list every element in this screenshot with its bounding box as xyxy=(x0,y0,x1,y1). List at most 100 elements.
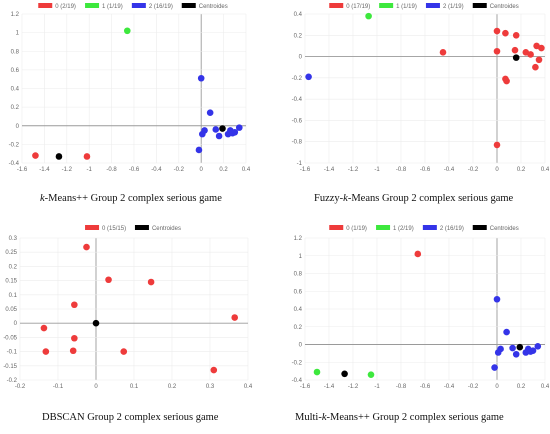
x-tick-label: -1 xyxy=(374,167,380,173)
x-tick-label: 0 xyxy=(94,384,98,390)
legend-item[interactable]: 0 (15/15) xyxy=(85,225,126,232)
legend-label: Centroides xyxy=(490,4,519,10)
caption-segment: k xyxy=(343,193,348,204)
legend-label: Centroides xyxy=(490,226,519,232)
legend-swatch xyxy=(85,225,100,230)
legend-item[interactable]: Centroides xyxy=(134,225,181,232)
legend-swatch xyxy=(131,3,146,8)
legend-item[interactable]: Centroides xyxy=(472,225,519,232)
x-tick-label: -0.6 xyxy=(420,384,431,390)
scatter-point xyxy=(40,324,48,332)
x-tick-label: -1.6 xyxy=(300,384,311,390)
scatter-point xyxy=(493,141,501,149)
scatter-point xyxy=(32,152,39,159)
scatter-point xyxy=(231,314,238,321)
y-tick-label: 0.3 xyxy=(9,236,18,242)
legend-item[interactable]: 2 (16/19) xyxy=(422,225,464,232)
x-tick-label: -1.4 xyxy=(39,167,50,173)
y-tick-label: -0.4 xyxy=(292,378,303,384)
scatter-point xyxy=(512,31,520,39)
x-tick-label: 0.4 xyxy=(541,384,550,390)
legend-swatch xyxy=(329,3,344,8)
x-tick-label: -1.2 xyxy=(348,167,359,173)
legend-item[interactable]: Centroides xyxy=(472,3,519,10)
scatter-point xyxy=(493,47,501,55)
scatter-point xyxy=(42,348,50,355)
scatter-point xyxy=(71,334,78,342)
legend-item[interactable]: 1 (1/19) xyxy=(85,3,123,10)
scatter-point xyxy=(71,301,78,309)
y-tick-label: -0.15 xyxy=(3,364,17,370)
y-tick-label: -0.2 xyxy=(9,142,20,148)
x-tick-label: 0.4 xyxy=(244,384,253,390)
y-tick-label: 0.6 xyxy=(11,68,20,74)
scatter-point xyxy=(512,350,520,358)
legend-label: Centroides xyxy=(199,4,228,10)
scatter-point xyxy=(210,366,218,374)
x-tick-label: -1.6 xyxy=(17,167,28,173)
scatter-point xyxy=(199,130,206,138)
legend-label: 1 (1/19) xyxy=(102,4,123,10)
centroid-point xyxy=(92,319,100,327)
legend-swatch xyxy=(472,3,487,8)
scatter-point xyxy=(509,344,516,352)
y-tick-label: 0.8 xyxy=(11,49,20,55)
y-tick-label: 0 xyxy=(299,55,303,61)
caption-segment: k xyxy=(321,412,327,423)
y-tick-label: -0.6 xyxy=(292,118,303,124)
legend-item[interactable]: 0 (1/19) xyxy=(329,225,367,232)
y-tick-label: 0.2 xyxy=(11,105,20,111)
y-tick-label: 1 xyxy=(16,31,20,37)
legend-item[interactable]: 2 (1/19) xyxy=(425,3,464,10)
caption-segment: Multi- xyxy=(295,412,322,423)
scatter-point xyxy=(503,77,510,85)
scatter-point xyxy=(534,342,542,350)
legend-item[interactable]: 1 (2/19) xyxy=(376,225,414,232)
y-tick-label: -0.2 xyxy=(7,378,18,384)
scatter-point xyxy=(527,348,534,355)
y-tick-label: -0.4 xyxy=(292,97,303,103)
y-tick-label: 0.2 xyxy=(294,33,303,39)
legend-item[interactable]: 1 (1/19) xyxy=(379,3,417,10)
dbscan-chart-panel: -0.2 -0.1 0 0.1 0.2 0.3 0.4 -0.2 -0.15 -0.1 -0.05 0… xyxy=(0,222,270,402)
scatter-point xyxy=(212,126,220,133)
y-tick-label: -0.2 xyxy=(292,76,303,82)
y-tick-label: 1 xyxy=(299,254,303,260)
legend-label: 1 (2/19) xyxy=(393,226,414,232)
scatter-point xyxy=(83,243,90,251)
legend-label: 2 (16/19) xyxy=(149,4,173,10)
legend-label: 1 (1/19) xyxy=(396,4,417,10)
scatter-point xyxy=(197,74,205,82)
x-tick-label: 0 xyxy=(200,167,204,173)
y-tick-label: 0 xyxy=(299,343,303,349)
x-tick-label: -0.4 xyxy=(444,384,455,390)
centroid-point xyxy=(512,54,520,61)
scatter-point xyxy=(491,364,498,371)
legend-swatch xyxy=(422,225,437,230)
y-tick-label: -0.2 xyxy=(292,360,303,366)
legend-item[interactable]: Centroides xyxy=(181,3,228,10)
y-tick-label: 0.4 xyxy=(294,307,303,313)
x-tick-label: -0.8 xyxy=(106,167,117,173)
centroid-point xyxy=(55,153,63,160)
centroid-point xyxy=(341,370,348,378)
y-tick-label: 0.4 xyxy=(294,12,303,18)
kmeans-chart-panel: -1.6 -1.4 -1.2 -1 -0.8 -0.6 -0.4 -0.2 0 0.2 0.4 -0.… xyxy=(0,0,270,180)
y-tick-label: 1.2 xyxy=(294,236,303,242)
scatter-point xyxy=(503,328,510,336)
x-tick-label: 0.2 xyxy=(219,167,228,173)
x-tick-label: -0.2 xyxy=(468,167,479,173)
legend-item[interactable]: 2 (16/19) xyxy=(131,3,173,10)
y-tick-label: 0.2 xyxy=(294,325,303,331)
legend-item[interactable]: 0 (17/19) xyxy=(329,3,370,10)
fuzzy-kmeans-chart-caption: Fuzzy-k-Means Group 2 complex serious ga… xyxy=(314,193,513,204)
scatter-point xyxy=(493,295,501,303)
scatter-point xyxy=(123,27,131,35)
legend-item[interactable]: 0 (2/19) xyxy=(38,3,76,10)
x-tick-label: -0.2 xyxy=(15,384,26,390)
scatter-point xyxy=(535,56,543,64)
x-tick-label: -0.4 xyxy=(151,167,162,173)
legend-swatch xyxy=(38,3,53,8)
caption-segment: Fuzzy- xyxy=(314,193,344,204)
x-tick-label: 0.2 xyxy=(168,384,177,390)
